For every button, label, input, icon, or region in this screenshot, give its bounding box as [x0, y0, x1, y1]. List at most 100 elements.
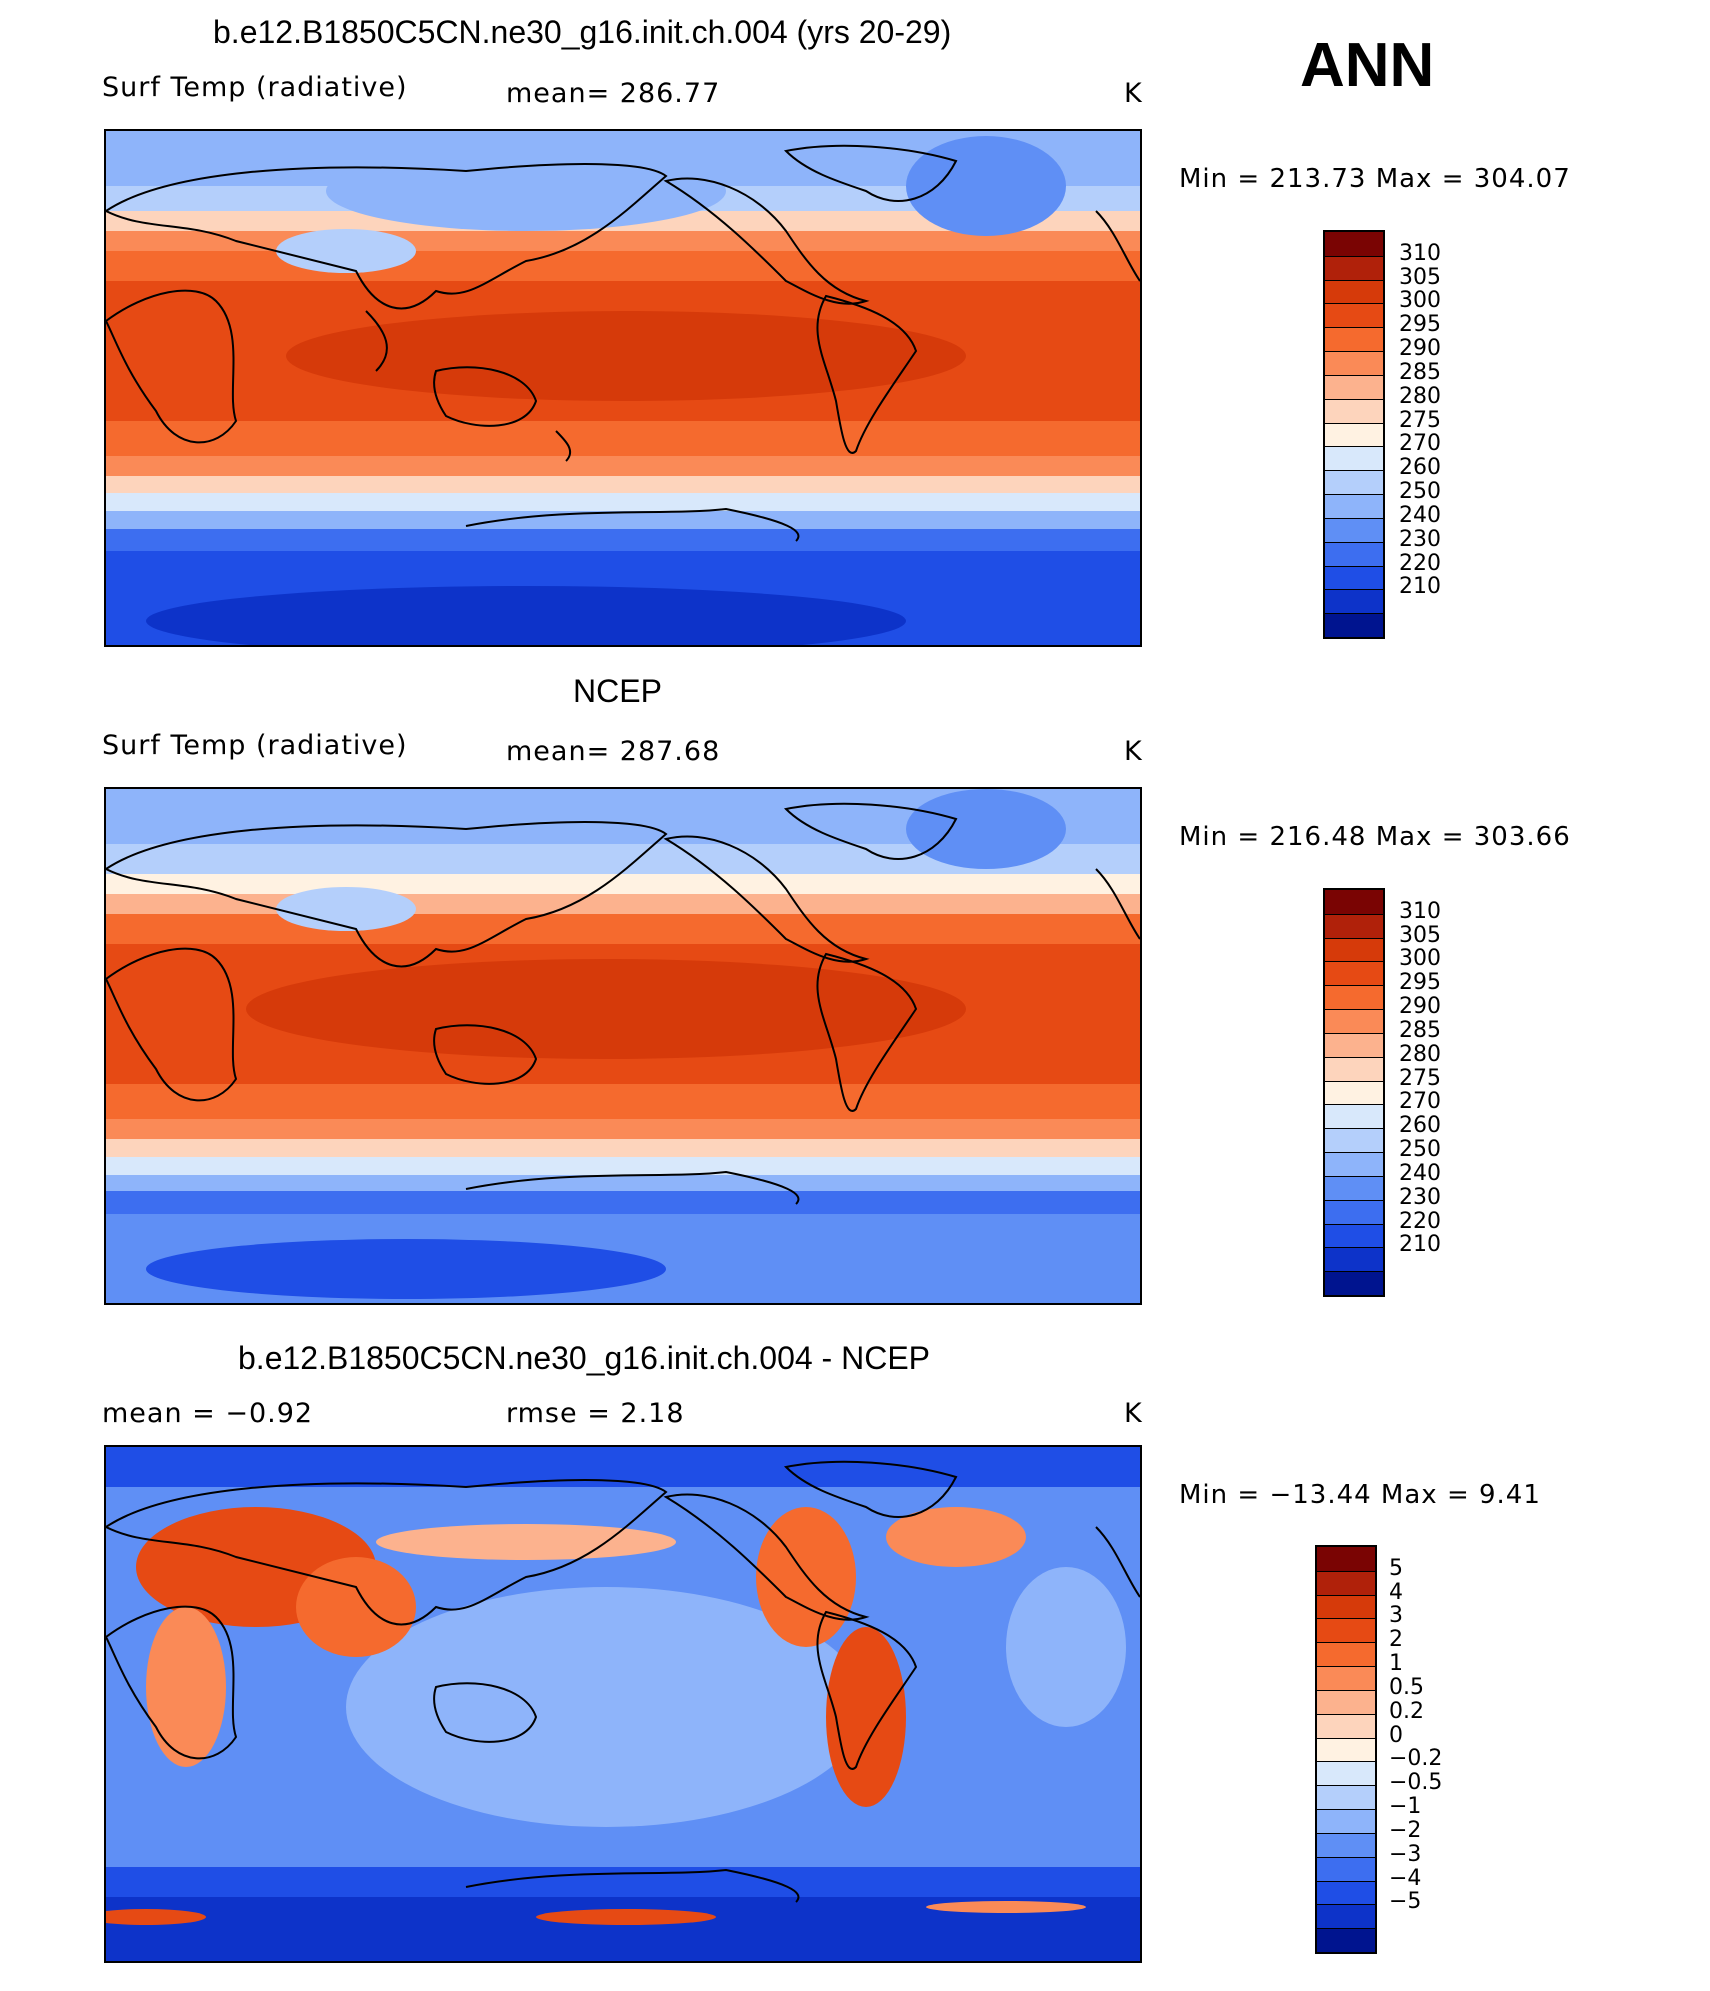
panel-2-colorbar-label: 285: [1399, 1017, 1441, 1043]
panel-1-colorbar-label: 240: [1399, 502, 1441, 528]
panel-2-colorbar-swatch: [1325, 985, 1383, 1010]
panel-2-field: [106, 789, 1140, 1303]
panel-3-colorbar-label: 0: [1389, 1722, 1403, 1748]
panel-3-colorbar-swatch: [1317, 1785, 1375, 1810]
panel-1-colorbar-swatch: [1325, 255, 1383, 280]
panel-1-colorbar-swatch: [1325, 565, 1383, 590]
panel-1-colorbar: [1323, 230, 1385, 639]
panel-2-colorbar-swatch: [1325, 961, 1383, 986]
panel-1-colorbar-swatch: [1325, 374, 1383, 399]
panel-2-colorbar-swatch: [1325, 1009, 1383, 1033]
panel-3-mean: mean = −0.92: [102, 1398, 314, 1429]
panel-2-map: [104, 787, 1142, 1305]
panel-1-colorbar-label: 270: [1399, 431, 1441, 457]
panel-3-colorbar-swatch: [1317, 1642, 1375, 1667]
panel-3-colorbar-label: −0.2: [1389, 1746, 1443, 1772]
panel-1-colorbar-label: 295: [1399, 312, 1441, 338]
panel-2-units: K: [1124, 736, 1143, 767]
panel-2-variable: Surf Temp (radiative): [102, 730, 408, 761]
panel-1-colorbar-swatch: [1325, 470, 1383, 495]
panel-3-colorbar-swatch: [1317, 1737, 1375, 1762]
panel-2-colorbar-label: 230: [1399, 1184, 1441, 1210]
panel-1-colorbar-label: 300: [1399, 288, 1441, 314]
panel-3-colorbar-label: −3: [1389, 1841, 1422, 1867]
panel-3-map: [104, 1445, 1142, 1963]
panel-2-colorbar-label: 240: [1399, 1160, 1441, 1186]
panel-3-colorbar-swatch: [1317, 1832, 1375, 1857]
panel-1-colorbar-label: 250: [1399, 479, 1441, 505]
panel-3-colorbar-swatch: [1317, 1928, 1375, 1952]
panel-3-colorbar-label: 3: [1389, 1603, 1403, 1629]
panel-3-colorbar-label: 2: [1389, 1627, 1403, 1653]
panel-1-colorbar-label: 290: [1399, 336, 1441, 362]
panel-2-colorbar-label: 295: [1399, 970, 1441, 996]
panel-1-colorbar-label: 210: [1399, 574, 1441, 600]
panel-1-colorbar-swatch: [1325, 589, 1383, 614]
panel-1-minmax: Min = 213.73 Max = 304.07: [1179, 164, 1571, 194]
panel-2-minmax: Min = 216.48 Max = 303.66: [1179, 822, 1571, 852]
panel-2-colorbar-swatch: [1325, 1056, 1383, 1081]
panel-1-colorbar-swatch: [1325, 517, 1383, 542]
panel-3-colorbar-swatch: [1317, 1570, 1375, 1595]
panel-2-colorbar-label: 210: [1399, 1232, 1441, 1258]
panel-2-colorbar-swatch: [1325, 1271, 1383, 1295]
panel-2-map-svg: [106, 789, 1140, 1303]
panel-1-colorbar-swatch: [1325, 351, 1383, 375]
panel-3-colorbar-label: 4: [1389, 1579, 1403, 1605]
panel-1-colorbar-swatch: [1325, 232, 1383, 256]
panel-1-map-svg: [106, 131, 1140, 645]
panel-2-colorbar-label: 280: [1399, 1041, 1441, 1067]
panel-1-colorbar-label: 280: [1399, 383, 1441, 409]
panel-2-colorbar-label: 260: [1399, 1113, 1441, 1139]
panel-3-colorbar-swatch: [1317, 1856, 1375, 1881]
panel-1-colorbar-swatch: [1325, 494, 1383, 518]
panel-3-colorbar-label: −4: [1389, 1865, 1422, 1891]
season-label: ANN: [1300, 31, 1435, 100]
panel-1-colorbar-swatch: [1325, 327, 1383, 352]
panel-3-colorbar-label: 5: [1389, 1555, 1403, 1581]
panel-3-colorbar-swatch: [1317, 1618, 1375, 1643]
panel-1-colorbar-swatch: [1325, 303, 1383, 328]
panel-2-colorbar-label: 275: [1399, 1065, 1441, 1091]
panel-1-map: [104, 129, 1142, 647]
panel-3-colorbar-swatch: [1317, 1594, 1375, 1619]
panel-1-colorbar-label: 310: [1399, 240, 1441, 266]
panel-2-colorbar-swatch: [1325, 1223, 1383, 1248]
panel-1-title: b.e12.B1850C5CN.ne30_g16.init.ch.004 (yr…: [213, 14, 952, 50]
panel-2-colorbar-swatch: [1325, 1128, 1383, 1153]
panel-2-colorbar-label: 290: [1399, 994, 1441, 1020]
panel-3-colorbar: [1315, 1545, 1377, 1954]
panel-2-colorbar-swatch: [1325, 1247, 1383, 1272]
panel-2-colorbar-swatch: [1325, 1199, 1383, 1224]
panel-1-colorbar-label: 230: [1399, 526, 1441, 552]
panel-2-colorbar-swatch: [1325, 1152, 1383, 1176]
panel-3-field: [106, 1447, 1140, 1961]
panel-2-colorbar: [1323, 888, 1385, 1297]
panel-1-colorbar-swatch: [1325, 398, 1383, 423]
panel-1-field: [106, 131, 1140, 645]
panel-2-colorbar-swatch: [1325, 937, 1383, 962]
panel-2-colorbar-swatch: [1325, 1104, 1383, 1129]
panel-3-colorbar-label: −2: [1389, 1817, 1422, 1843]
panel-2-colorbar-swatch: [1325, 913, 1383, 938]
panel-3-colorbar-swatch: [1317, 1809, 1375, 1833]
panel-1-colorbar-swatch: [1325, 541, 1383, 566]
panel-1-colorbar-label: 260: [1399, 455, 1441, 481]
panel-1-coastlines: [106, 144, 1140, 542]
panel-2-colorbar-swatch: [1325, 1032, 1383, 1057]
panel-3-colorbar-label: 0.5: [1389, 1674, 1424, 1700]
panel-1-variable: Surf Temp (radiative): [102, 72, 408, 103]
panel-2-colorbar-label: 300: [1399, 946, 1441, 972]
panel-2-colorbar-label: 250: [1399, 1137, 1441, 1163]
panel-3-title: b.e12.B1850C5CN.ne30_g16.init.ch.004 - N…: [238, 1340, 930, 1376]
panel-2-mean: mean= 287.68: [506, 736, 721, 767]
panel-1-colorbar-label: 285: [1399, 359, 1441, 385]
panel-3-colorbar-label: 1: [1389, 1651, 1403, 1677]
panel-3-minmax: Min = −13.44 Max = 9.41: [1179, 1480, 1541, 1510]
panel-3-colorbar-swatch: [1317, 1713, 1375, 1738]
panel-3-colorbar-swatch: [1317, 1880, 1375, 1905]
panel-3-map-svg: [106, 1447, 1140, 1961]
panel-3-units: K: [1124, 1398, 1143, 1429]
panel-1-colorbar-swatch: [1325, 422, 1383, 447]
panel-2-colorbar-label: 310: [1399, 898, 1441, 924]
